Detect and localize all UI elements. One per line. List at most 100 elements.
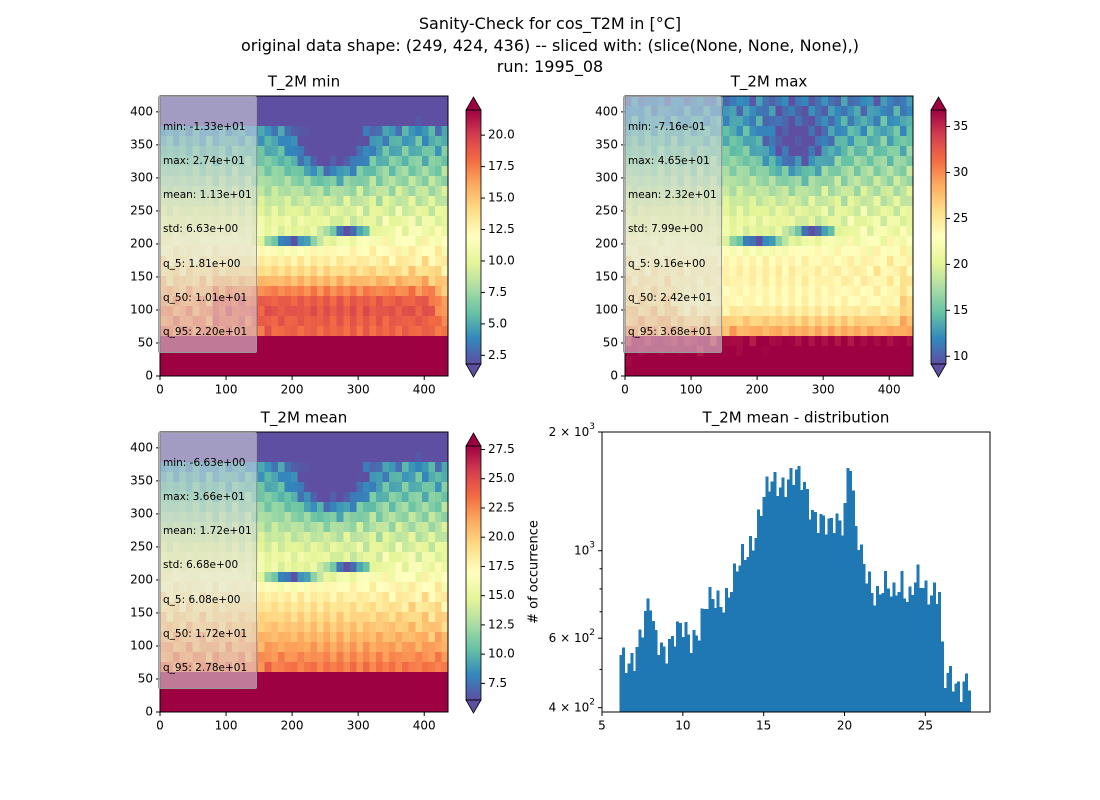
- heatmap-cell: [854, 306, 862, 317]
- heatmap-cell: [264, 642, 272, 653]
- heatmap-cell: [290, 652, 299, 663]
- heatmap-cell: [873, 226, 881, 237]
- heatmap-cell: [297, 492, 305, 503]
- heatmap-cell: [336, 276, 344, 287]
- heatmap-cell: [821, 106, 829, 117]
- heatmap-cell: [827, 336, 836, 347]
- heatmap-cell: [330, 106, 338, 117]
- histogram-bar: [921, 588, 925, 712]
- heatmap-cell: [736, 216, 744, 227]
- heatmap-cell: [376, 156, 384, 167]
- heatmap-cell: [277, 552, 285, 563]
- heatmap-cell: [284, 206, 292, 217]
- heatmap-cell: [382, 602, 390, 613]
- heatmap-cell: [808, 226, 816, 237]
- heatmap-cell: [428, 96, 436, 107]
- heatmap-cell: [415, 356, 423, 367]
- heatmap-cell: [670, 366, 678, 377]
- heatmap-cell: [886, 316, 894, 327]
- heatmap-cell: [808, 286, 816, 297]
- heatmap-cell: [723, 186, 731, 197]
- heatmap-cell: [330, 226, 338, 237]
- heatmap-cell: [376, 552, 384, 563]
- heatmap-cell: [441, 512, 449, 523]
- heatmap-cell: [317, 366, 325, 377]
- colorbar-extend-min: [465, 363, 482, 378]
- heatmap-cell: [284, 306, 292, 317]
- heatmap-cell: [795, 136, 803, 147]
- heatmap-cell: [284, 266, 292, 277]
- heatmap-cell: [729, 236, 737, 247]
- heatmap-cell: [795, 256, 803, 267]
- heatmap-cell: [205, 692, 213, 703]
- heatmap-cell: [421, 156, 429, 167]
- heatmap-cell: [271, 256, 279, 267]
- heatmap-cell: [304, 366, 312, 377]
- heatmap-cell: [395, 572, 403, 583]
- heatmap-cell: [389, 672, 397, 683]
- heatmap-cell: [906, 346, 914, 357]
- heatmap-cell: [271, 482, 279, 493]
- heatmap-cell: [402, 316, 410, 327]
- heatmap-cell: [801, 306, 809, 317]
- heatmap-cell: [376, 582, 384, 593]
- heatmap-cell: [330, 336, 338, 347]
- heatmap-cell: [664, 356, 672, 367]
- heatmap-cell: [310, 126, 318, 137]
- heatmap-cell: [814, 336, 822, 347]
- heatmap-cell: [258, 336, 266, 347]
- heatmap-cell: [729, 266, 737, 277]
- heatmap-cell: [330, 502, 338, 513]
- heatmap-cell: [421, 672, 429, 683]
- heatmap-cell: [402, 662, 410, 673]
- heatmap-cell: [893, 146, 901, 157]
- heatmap-cell: [317, 146, 325, 157]
- heatmap-cell: [795, 216, 803, 227]
- heatmap-cell: [323, 632, 331, 643]
- heatmap-cell: [376, 482, 384, 493]
- heatmap-cell: [258, 146, 266, 157]
- heatmap-cell: [330, 136, 338, 147]
- heatmap-cell: [729, 256, 737, 267]
- heatmap-cell: [362, 672, 371, 683]
- heatmap-cell: [343, 512, 351, 523]
- heatmap-cell: [304, 326, 312, 337]
- heatmap-cell: [317, 622, 325, 633]
- heatmap-cell: [382, 126, 390, 137]
- heatmap-cell: [880, 146, 888, 157]
- heatmap-cell: [775, 206, 783, 217]
- heatmap-cell: [258, 216, 266, 227]
- heatmap-cell: [873, 316, 881, 327]
- heatmap-cell: [434, 176, 443, 187]
- heatmap-cell: [369, 276, 377, 287]
- heatmap-cell: [421, 256, 429, 267]
- heatmap-cell: [749, 186, 757, 197]
- heatmap-cell: [336, 622, 344, 633]
- heatmap-cell: [408, 226, 416, 237]
- heatmap-cell: [880, 236, 888, 247]
- histogram-bar: [741, 544, 745, 712]
- histogram-bar: [662, 646, 666, 712]
- heatmap-cell: [782, 266, 790, 277]
- heatmap-cell: [297, 106, 305, 117]
- heatmap-cell: [899, 96, 908, 107]
- heatmap-cell: [415, 326, 423, 337]
- heatmap-cell: [428, 136, 436, 147]
- heatmap-cell: [755, 96, 764, 107]
- heatmap-cell: [428, 642, 436, 653]
- heatmap-cell: [775, 346, 783, 357]
- heatmap-cell: [317, 176, 325, 187]
- histogram-bar: [692, 630, 696, 712]
- heatmap-cell: [284, 256, 292, 267]
- heatmap-cell: [841, 356, 849, 367]
- heatmap-cell: [349, 156, 357, 167]
- heatmap-cell: [349, 522, 357, 533]
- heatmap-cell: [428, 492, 436, 503]
- heatmap-cell: [382, 622, 390, 633]
- heatmap-cell: [867, 136, 875, 147]
- heatmap-cell: [886, 126, 894, 137]
- heatmap-cell: [336, 126, 344, 137]
- heatmap-cell: [343, 136, 351, 147]
- stat-line: q_5: 1.81e+00: [163, 257, 241, 270]
- heatmap-cell: [421, 216, 429, 227]
